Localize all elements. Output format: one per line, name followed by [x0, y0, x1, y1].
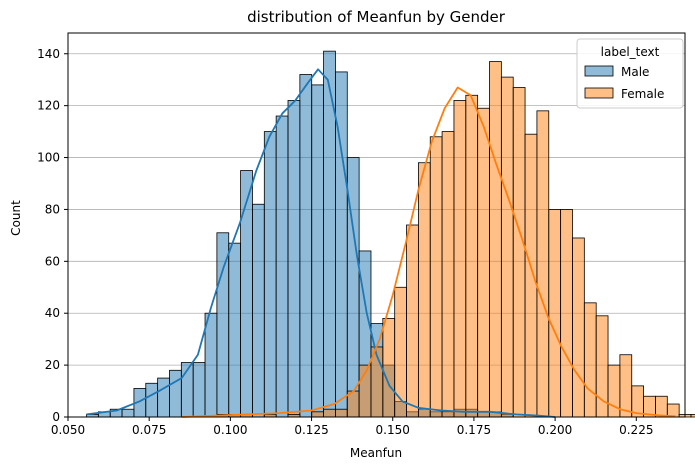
chart-title: distribution of Meanfun by Gender	[247, 8, 506, 26]
x-tick-label: 0.200	[538, 423, 572, 437]
bar-female	[335, 408, 348, 418]
bar-female	[394, 286, 407, 418]
bar-female	[453, 100, 467, 418]
bar-female	[323, 408, 336, 418]
legend-swatch-male	[584, 65, 614, 77]
bar-male	[299, 74, 313, 418]
bar-female	[406, 224, 419, 418]
bar-male	[169, 369, 182, 418]
y-tick-label: 140	[37, 47, 60, 61]
x-tick-label: 0.150	[376, 423, 410, 437]
bar-male	[252, 203, 265, 418]
x-tick-label: 0.075	[132, 423, 166, 437]
y-axis-label: Count	[9, 200, 23, 236]
bar-male	[157, 377, 170, 418]
legend-label-female: Female	[621, 87, 664, 101]
bar-female	[477, 107, 490, 418]
bar-female	[489, 61, 502, 418]
bar-male	[192, 362, 206, 418]
gridlines	[68, 53, 685, 366]
bar-female	[524, 133, 538, 418]
bar-female	[417, 162, 431, 418]
y-tick-label: 0	[52, 410, 60, 424]
legend-title: label_text	[601, 45, 660, 59]
y-tick-label: 100	[37, 151, 60, 165]
bar-female	[548, 209, 562, 418]
y-tick-label: 80	[45, 202, 60, 216]
bar-female	[583, 302, 597, 418]
bar-male	[240, 170, 253, 418]
y-tick-label: 60	[45, 254, 60, 268]
bar-female	[465, 94, 479, 418]
bar-female	[429, 136, 443, 418]
bar-female	[536, 110, 550, 418]
bar-male	[287, 100, 301, 418]
legend: label_text Male Female	[576, 38, 684, 109]
kde-line-male	[86, 68, 556, 418]
bar-female	[382, 318, 396, 418]
kde-curves	[86, 68, 676, 418]
plot-area-frame	[67, 32, 686, 418]
bar-female	[311, 411, 324, 418]
bar-female	[690, 414, 695, 418]
bar-female	[500, 76, 514, 418]
x-tick-label: 0.100	[213, 423, 247, 437]
axes: 0.050 0.075 0.100 0.125 0.150 0.175 0.200 0.225…	[37, 47, 653, 437]
bar-female	[560, 209, 573, 418]
bar-male	[311, 84, 324, 418]
bar-male	[263, 131, 277, 418]
x-tick-label: 0.050	[51, 423, 85, 437]
y-tick-label: 120	[37, 99, 60, 113]
y-tick-label: 20	[45, 358, 60, 372]
x-axis-label: Meanfun	[350, 446, 402, 460]
bar-male	[145, 382, 159, 418]
x-tick-label: 0.125	[294, 423, 328, 437]
bar-female	[441, 131, 455, 418]
bar-male	[121, 408, 135, 418]
bar-male	[228, 242, 241, 418]
histogram-bars	[86, 50, 695, 418]
x-tick-label: 0.175	[457, 423, 491, 437]
kde-line-female	[181, 86, 676, 418]
bar-female	[655, 395, 668, 418]
bar-female	[512, 87, 526, 418]
bar-male	[275, 115, 289, 418]
y-tick-label: 40	[45, 306, 60, 320]
bar-female	[619, 354, 633, 418]
legend-swatch-female	[584, 87, 614, 99]
x-tick-label: 0.225	[619, 423, 653, 437]
legend-label-male: Male	[621, 65, 649, 79]
bar-male	[204, 312, 218, 418]
bar-female	[572, 237, 585, 418]
